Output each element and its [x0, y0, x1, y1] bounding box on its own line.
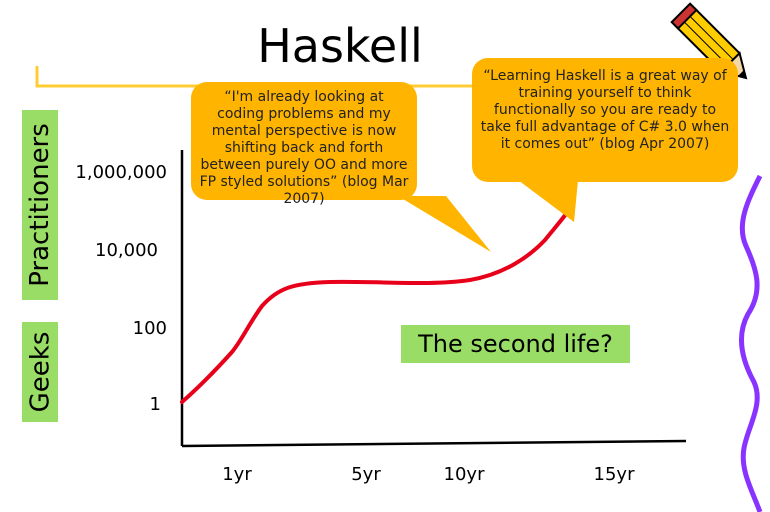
y-label-10000: 10,000 [95, 240, 158, 261]
callout-blog-mar-2007: “I'm already looking at coding problems … [191, 82, 417, 207]
callout-2-text: “Learning Haskell is a great way of trai… [480, 68, 730, 152]
geeks-label-box: Geeks [22, 322, 58, 422]
slide-title: Haskell [257, 19, 423, 73]
y-label-1000000: 1,000,000 [75, 162, 167, 183]
y-label-1: 1 [149, 394, 161, 415]
squiggle-decoration [739, 174, 763, 512]
x-label-1yr: 1yr [222, 464, 252, 485]
adoption-curve [180, 212, 568, 404]
x-label-15yr: 15yr [593, 464, 635, 485]
x-label-10yr: 10yr [443, 464, 485, 485]
callout-1-tail [398, 196, 491, 252]
callout-blog-apr-2007: “Learning Haskell is a great way of trai… [472, 58, 738, 182]
x-axis [181, 439, 687, 448]
callout-1-text: “I'm already looking at coding problems … [199, 89, 409, 207]
callout-2-tail [518, 180, 578, 222]
practitioners-label-box: Practitioners [22, 110, 58, 300]
second-life-label: The second life? [401, 325, 630, 363]
x-label-5yr: 5yr [351, 464, 381, 485]
y-label-100: 100 [132, 318, 167, 339]
